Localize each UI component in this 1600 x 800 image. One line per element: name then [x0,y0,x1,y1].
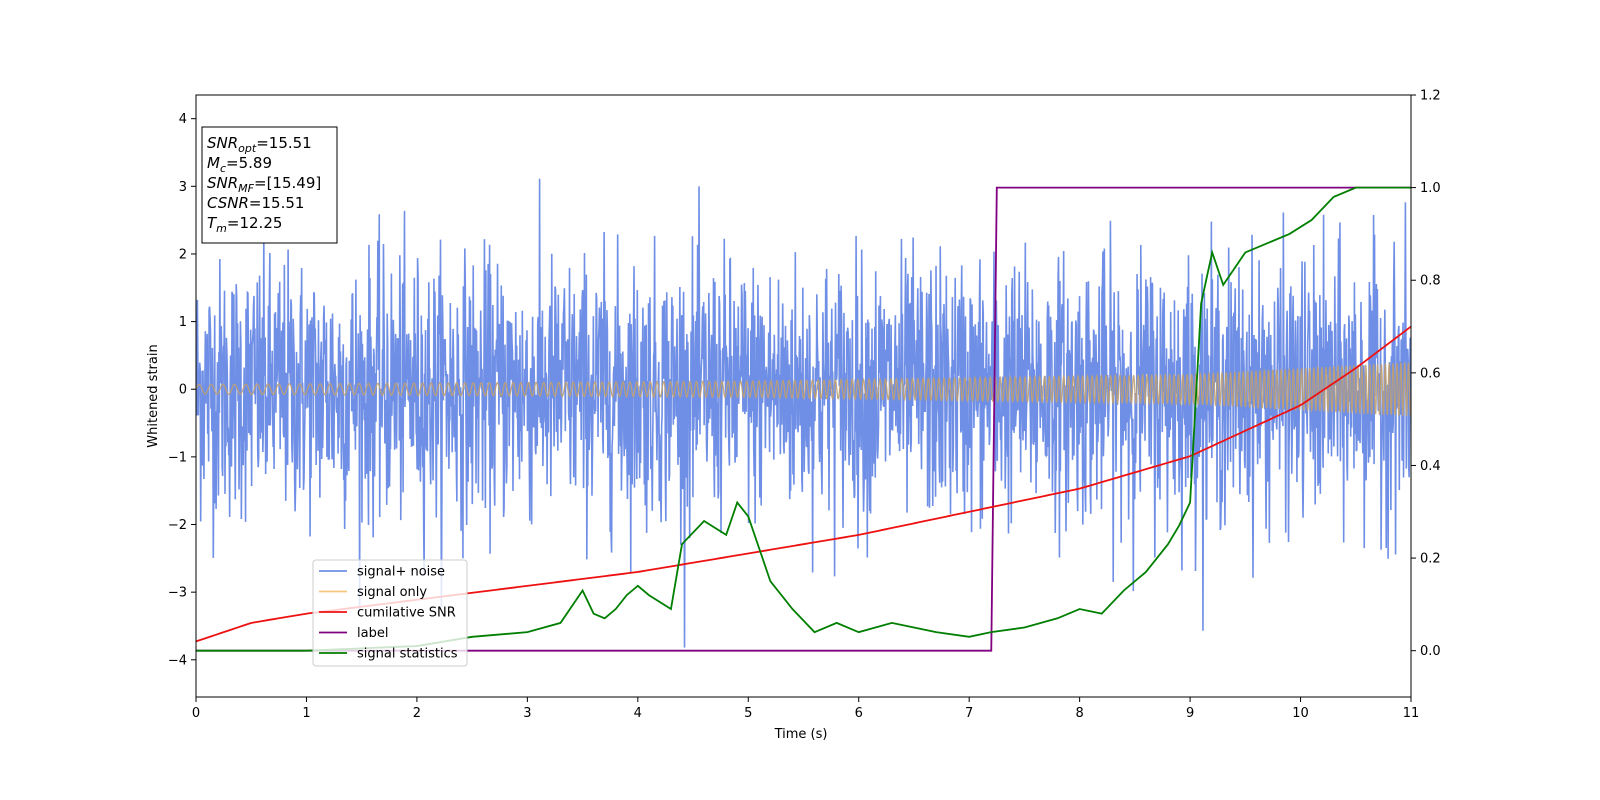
info-line: SNRMF=[15.49] [207,174,321,195]
y-tick-label: −2 [168,518,187,533]
legend-entry: signal only [357,585,427,600]
y2-tick-label: 0.2 [1420,552,1441,567]
x-tick-label: 2 [413,706,421,721]
x-tick-label: 8 [1075,706,1083,721]
plot-frame [195,94,1412,698]
y-tick-label: −1 [168,450,187,465]
x-tick-label: 0 [192,706,200,721]
legend-entry: signal statistics [357,647,458,662]
x-tick-label: 9 [1186,706,1194,721]
y-tick-label: 4 [179,112,187,127]
x-tick-label: 1 [302,706,310,721]
x-tick-label: 11 [1403,706,1420,721]
series-signal-only [196,361,1411,417]
legend-entry: signal+ noise [357,565,445,580]
y-tick-label: 3 [179,180,187,195]
x-tick-label: 10 [1292,706,1309,721]
info-line: CSNR=15.51 [207,194,304,212]
x-tick-label: 4 [634,706,642,721]
x-tick-label: 5 [744,706,752,721]
y-tick-label: 2 [179,247,187,262]
x-tick-label: 3 [523,706,531,721]
x-tick-label: 7 [965,706,973,721]
info-line: Mc=5.89 [207,154,272,175]
info-line: Tm=12.25 [207,214,282,235]
info-line: SNRopt=15.51 [207,134,312,155]
series-signal-noise [196,178,1411,648]
series-label [196,186,1411,652]
legend-entry: label [357,626,388,641]
y2-tick-label: 0.4 [1420,459,1441,474]
info-box: SNRopt=15.51Mc=5.89SNRMF=[15.49]CSNR=15.… [201,126,338,244]
x-axis-label: Time (s) [774,727,828,742]
series-signal-statistics [196,186,1411,652]
y-axis-label: Whitened strain [146,344,161,447]
y-tick-label: 1 [179,315,187,330]
y2-tick-label: 1.0 [1420,181,1441,196]
y2-tick-label: 0.8 [1420,274,1441,289]
y-tick-label: 0 [179,383,187,398]
y2-tick-label: 0.0 [1420,644,1441,659]
y2-tick-label: 0.6 [1420,366,1441,381]
y-tick-label: −4 [168,653,187,668]
y-tick-label: −3 [168,586,187,601]
y2-tick-label: 1.2 [1420,89,1441,104]
x-tick-label: 6 [855,706,863,721]
legend-entry: cumilative SNR [357,606,456,621]
legend: signal+ noise signal only cumilative SNR la… [312,559,468,667]
